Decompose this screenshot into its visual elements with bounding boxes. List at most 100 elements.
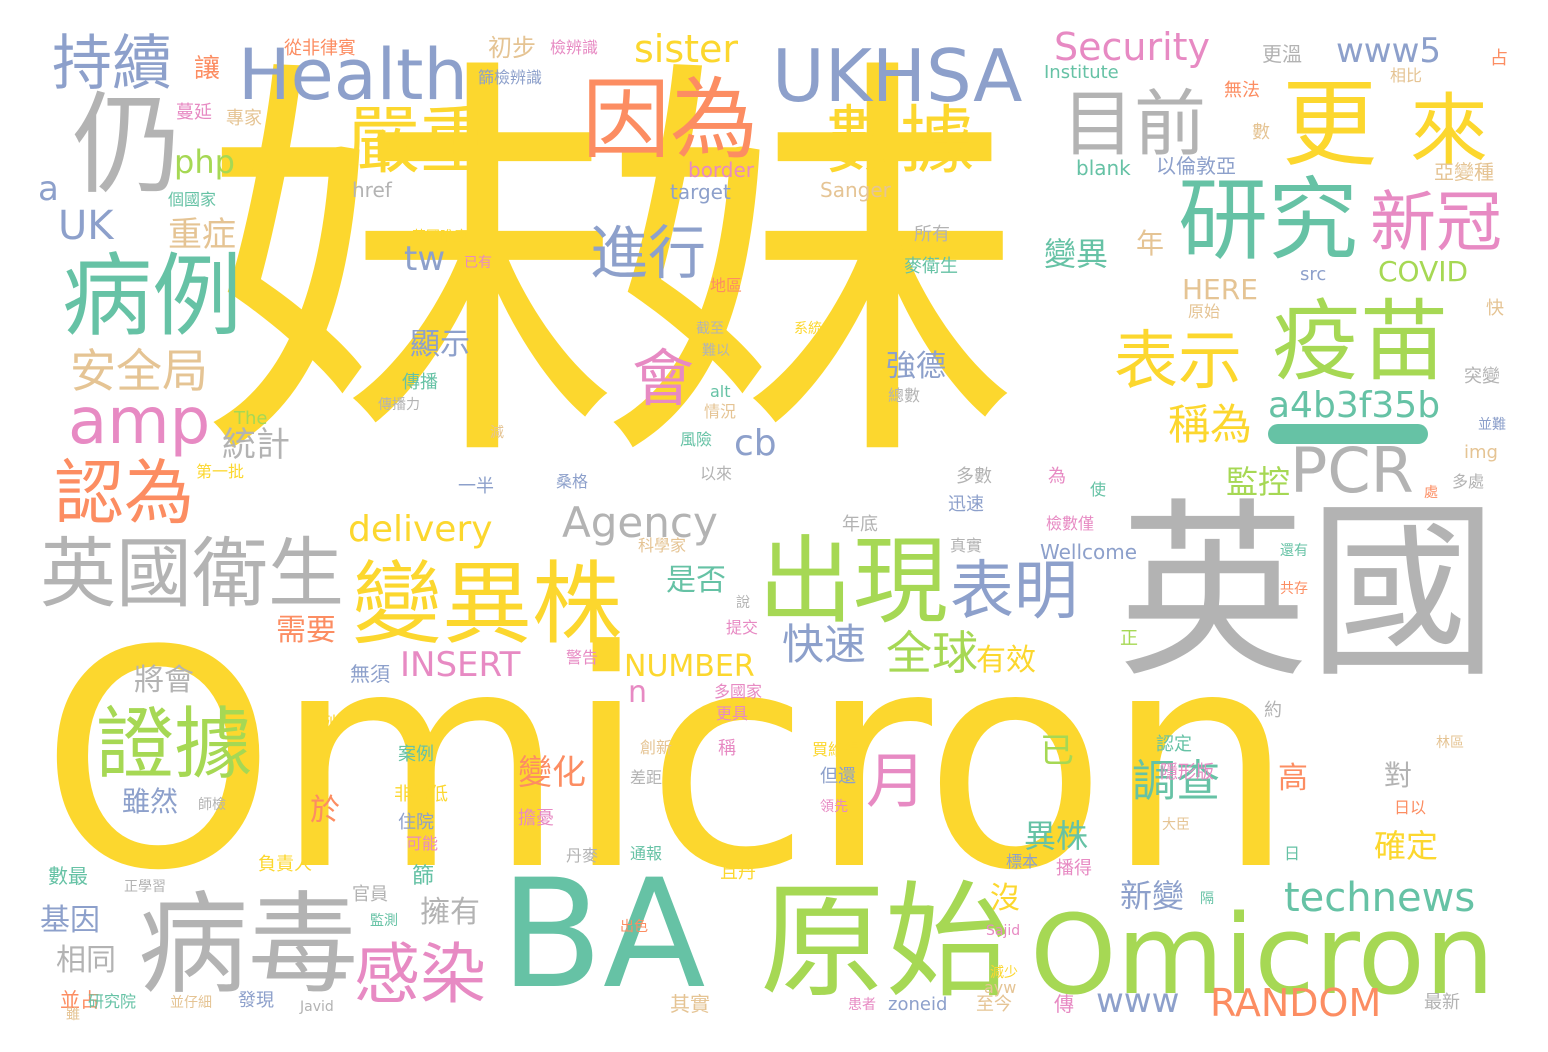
word: 約 [1264, 700, 1282, 721]
word: 迅速 [948, 494, 984, 515]
word: 情況 [704, 402, 737, 421]
word: 並難 [1478, 417, 1506, 433]
word: 讓 [194, 54, 221, 84]
word: 安全局 [70, 344, 208, 398]
word: 來 [1410, 86, 1489, 176]
word: 沒 [990, 881, 1020, 916]
word: php [174, 143, 235, 181]
word: 所有 [914, 224, 950, 245]
word: 大臣 [1162, 817, 1190, 833]
word: 顯示 [410, 327, 470, 362]
word: 無須 [350, 662, 390, 686]
word: 證據 [96, 700, 253, 790]
word: 最新 [1424, 992, 1460, 1013]
word: 篩 [412, 864, 435, 889]
word: 妹妹 [200, 25, 1020, 514]
word: 多國家 [714, 682, 763, 701]
word: 新冠 [1370, 184, 1502, 261]
word: 但還 [820, 766, 856, 787]
word: a [38, 169, 59, 209]
word: 統計 [222, 425, 290, 465]
word: 科學家 [638, 536, 687, 555]
word: 出現 [758, 527, 949, 637]
word: 買維得 [812, 740, 861, 759]
word: 差距 [630, 768, 663, 787]
word: UK [58, 203, 114, 249]
word: amp [68, 385, 211, 459]
word: 於 [310, 793, 340, 828]
word: BA [500, 848, 706, 1022]
word: 數 [1252, 122, 1270, 143]
word: 確定 [1374, 827, 1439, 865]
word: 風險 [680, 430, 713, 449]
word: 其實 [670, 992, 710, 1016]
word: 標本 [1006, 852, 1039, 871]
word: 領先 [820, 799, 848, 815]
word: 英國唯康 [412, 229, 468, 245]
word: 日以 [1394, 798, 1427, 817]
word: cb [734, 423, 777, 464]
word: 病毒 [138, 881, 358, 1009]
word: 使 [1090, 480, 1107, 499]
word: 個國家 [168, 190, 217, 209]
word: The [234, 408, 268, 429]
word: Sajid [986, 923, 1021, 939]
word: 一半 [458, 476, 494, 497]
word: 以來 [700, 464, 733, 483]
word: 多數 [956, 466, 992, 487]
word: 監測 [370, 913, 398, 929]
word: 原始 [760, 870, 1010, 1015]
word: 傳播力 [378, 397, 420, 413]
word: 異株 [1024, 817, 1089, 855]
word: 桑格 [556, 472, 589, 491]
word: 無法 [1224, 80, 1260, 101]
word: 第一批 [196, 462, 245, 481]
word: 更溫 [1262, 42, 1302, 66]
word: delivery [348, 509, 493, 550]
word: 病例 [62, 244, 242, 349]
word: 播得 [1056, 858, 1092, 879]
word: border [688, 158, 755, 182]
word: 基因 [40, 903, 100, 938]
word: 可能 [406, 834, 439, 853]
word: alt [710, 382, 731, 401]
word: 共存 [1280, 581, 1308, 597]
word: 非常低 [394, 784, 448, 805]
word: 為 [1048, 466, 1066, 487]
word: 減 [490, 425, 504, 441]
word: 地區 [710, 276, 743, 295]
word: 警告 [566, 648, 599, 667]
word: 通報 [630, 844, 663, 863]
word: 系統 [794, 321, 822, 337]
word: 稱為 [1168, 400, 1253, 449]
word: s [892, 225, 908, 260]
word: 將會 [134, 663, 194, 698]
word: 創新 [640, 738, 673, 757]
word: 截至 [696, 321, 724, 337]
word: INSERT [400, 645, 521, 685]
word: 更具 [716, 704, 749, 723]
word: 英國 [1118, 482, 1499, 703]
word: 雖然 [122, 785, 179, 818]
word: 蔓延 [176, 102, 212, 123]
word: Omicron [40, 587, 1295, 936]
word: 難以 [702, 343, 730, 359]
word: 例 [318, 714, 336, 735]
word: n [628, 675, 648, 710]
word: 年底 [842, 514, 878, 535]
word: 擔憂 [518, 808, 554, 829]
word: target [670, 180, 731, 204]
word: 變異株 [352, 552, 622, 657]
word: ayw [984, 978, 1017, 997]
word: 高 [1278, 761, 1308, 796]
word: 真實 [950, 536, 983, 555]
word: 從非律賓 [284, 38, 356, 59]
word: 官員 [352, 884, 388, 905]
word: 是否 [666, 563, 726, 598]
word: a4b3f35b [1268, 385, 1441, 426]
word: 雖 [66, 1007, 80, 1023]
word: 總數 [888, 386, 921, 405]
word: 正 [1120, 628, 1138, 649]
word: 認定 [1156, 734, 1192, 755]
